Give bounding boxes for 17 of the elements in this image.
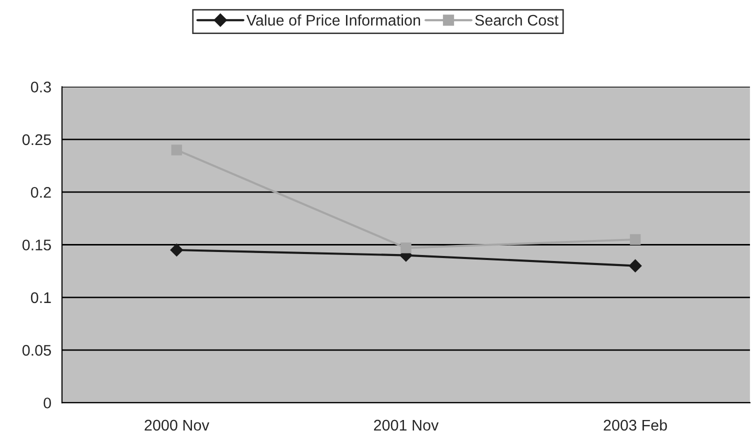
point	[400, 242, 412, 254]
x-tick-label: 2000 Nov	[144, 420, 210, 431]
y-tick-label: 0.15	[22, 240, 51, 250]
x-tick-label: 2003 Feb	[604, 419, 667, 431]
point	[628, 259, 642, 272]
legend-label: Value of Price Information	[246, 14, 420, 26]
y-tick-label: 0.05	[22, 344, 51, 356]
point	[171, 144, 182, 156]
y-tick-label: 0.3	[30, 82, 51, 92]
x-tick-label: 2001 Nov	[374, 420, 439, 431]
legend-label: Search Cost	[475, 14, 558, 26]
y-tick-label: 0.1	[30, 292, 51, 304]
point	[170, 244, 184, 256]
point	[630, 234, 641, 245]
y-tick-label: 0.25	[22, 134, 51, 146]
y-tick-label: 0	[44, 398, 51, 408]
y-tick-label: 0.2	[30, 186, 51, 198]
